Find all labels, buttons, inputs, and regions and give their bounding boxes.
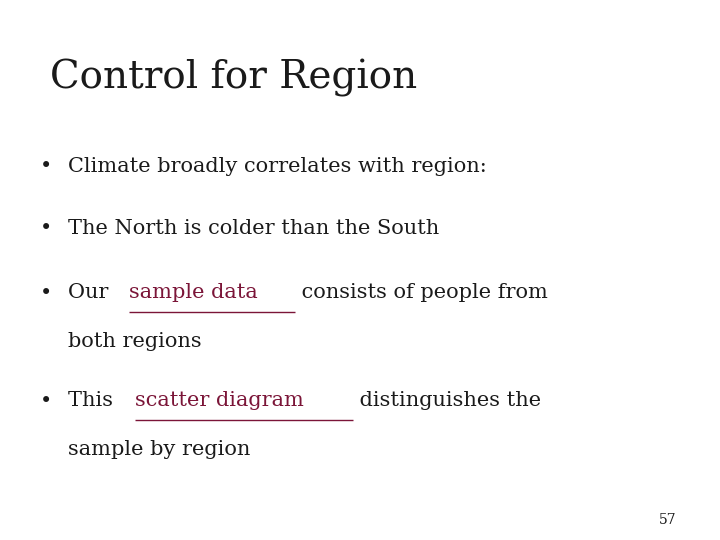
Text: both regions: both regions [68, 332, 202, 351]
Text: •: • [40, 284, 52, 302]
Text: distinguishes the: distinguishes the [353, 392, 541, 410]
Text: The North is colder than the South: The North is colder than the South [68, 219, 440, 238]
Text: consists of people from: consists of people from [295, 284, 548, 302]
Text: 57: 57 [660, 512, 677, 526]
Text: This: This [68, 392, 120, 410]
Text: sample data: sample data [129, 284, 258, 302]
Text: •: • [40, 157, 52, 176]
Text: •: • [40, 392, 52, 410]
Text: Control for Region: Control for Region [50, 59, 418, 97]
Text: sample by region: sample by region [68, 440, 251, 459]
Text: scatter diagram: scatter diagram [135, 392, 304, 410]
Text: Our: Our [68, 284, 115, 302]
Text: •: • [40, 219, 52, 238]
Text: Climate broadly correlates with region:: Climate broadly correlates with region: [68, 157, 487, 176]
